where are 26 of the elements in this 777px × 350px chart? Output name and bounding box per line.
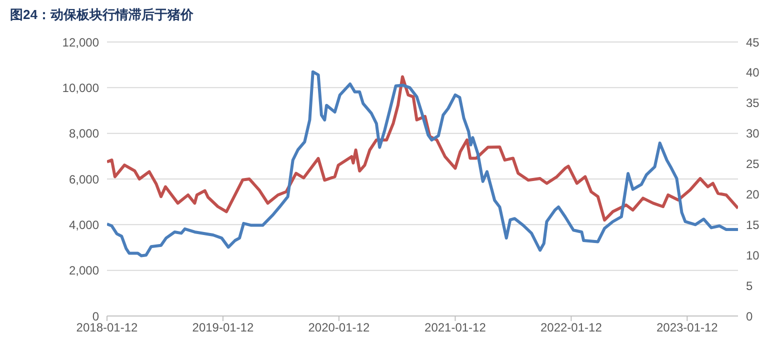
y2-tick-label: 35 <box>746 96 760 110</box>
y2-tick-label: 15 <box>746 218 760 232</box>
y2-tick-label: 45 <box>746 35 760 50</box>
x-tick-label: 2020-01-12 <box>308 320 370 335</box>
y2-tick-label: 0 <box>746 309 753 324</box>
y2-tick-label: 10 <box>746 248 760 262</box>
line-series <box>107 70 738 258</box>
y-tick-label: 0 <box>92 309 100 324</box>
chart-title: 图24：动保板块行情滞后于猪价 <box>9 7 194 24</box>
x-tick-label: 2018-01-12 <box>76 320 138 335</box>
x-tick-label: 2021-01-12 <box>424 320 486 335</box>
y-tick-label: 6,000 <box>68 172 100 186</box>
y-tick-label: 10,000 <box>62 80 100 95</box>
y2-tick-label: 40 <box>746 66 760 80</box>
x-tick-label: 2023-01-12 <box>656 320 718 335</box>
y-tick-label: 8,000 <box>68 126 100 141</box>
y-tick-label: 4,000 <box>68 218 100 232</box>
y-tick-label: 12,000 <box>62 35 100 50</box>
y2-tick-label: 25 <box>746 157 760 172</box>
y2-tick-label: 5 <box>746 278 753 293</box>
y2-tick-label: 30 <box>746 126 760 141</box>
x-tick-label: 2022-01-12 <box>540 320 602 335</box>
x-tick-label: 2019-01-12 <box>192 320 254 335</box>
line-series <box>107 75 738 222</box>
y-tick-label: 2,000 <box>68 264 100 278</box>
y2-tick-label: 20 <box>746 187 760 202</box>
